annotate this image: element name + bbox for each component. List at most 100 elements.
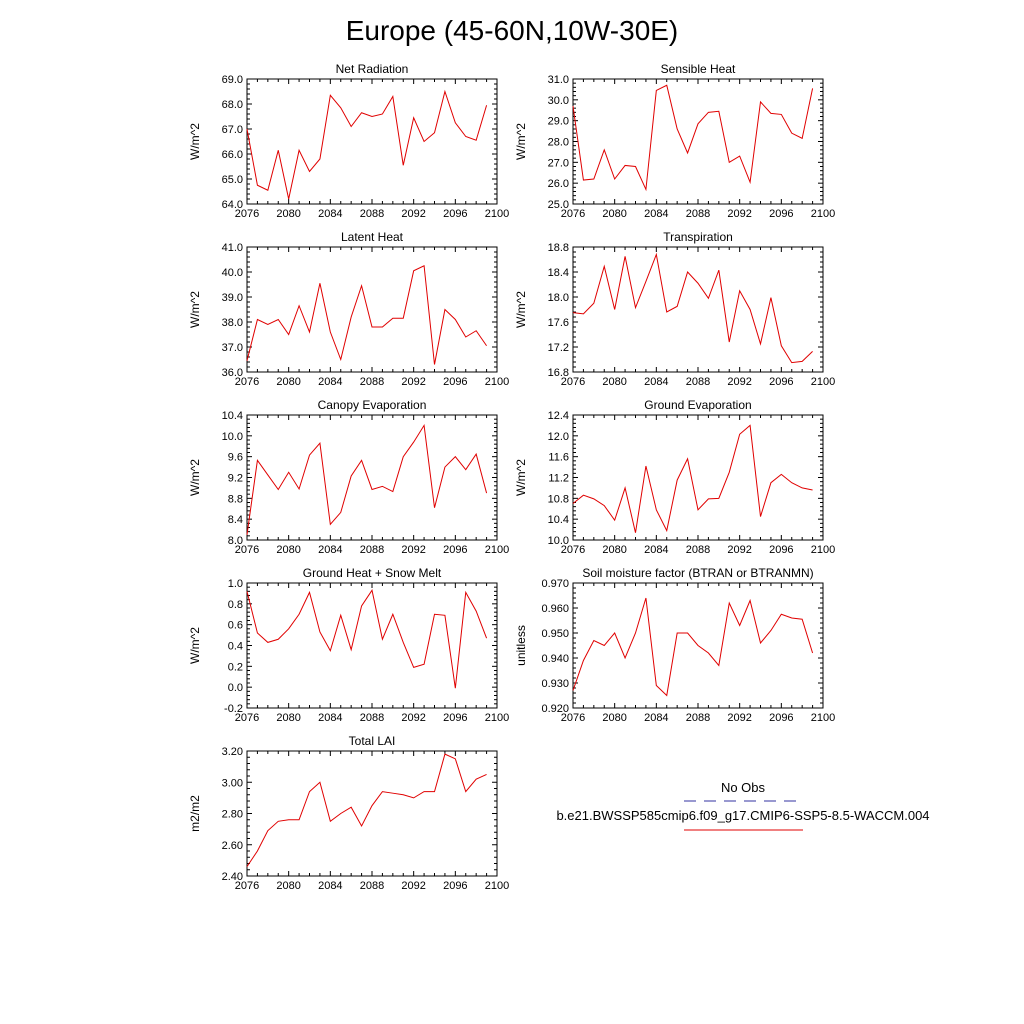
- y-tick-label: 17.6: [548, 317, 569, 329]
- x-tick-label: 2096: [443, 376, 467, 388]
- legend-model-label: b.e21.BWSSP585cmip6.f09_g17.CMIP6-SSP5-8…: [556, 808, 929, 823]
- panel-3: Transpiration W/m^2 2076 2080 2084 2088 2092 20…: [514, 230, 835, 388]
- x-tick-label: 2096: [443, 208, 467, 220]
- x-tick-label: 2096: [769, 712, 793, 724]
- y-tick-label: 3.00: [222, 777, 243, 789]
- y-axis-label: W/m^2: [188, 627, 202, 664]
- y-axis-label: unitless: [514, 625, 528, 666]
- x-tick-label: 2076: [235, 376, 259, 388]
- y-tick-label: 0.0: [228, 682, 243, 694]
- plot-frame: [246, 750, 498, 877]
- y-tick-label: 12.0: [548, 431, 569, 443]
- x-tick-label: 2100: [811, 712, 835, 724]
- y-tick-label: 28.0: [548, 137, 569, 149]
- plot-frame: [572, 78, 824, 205]
- plot-frame: [246, 246, 498, 373]
- x-tick-label: 2088: [686, 208, 710, 220]
- x-tick-label: 2096: [769, 208, 793, 220]
- x-tick-label: 2096: [769, 544, 793, 556]
- x-tick-label: 2088: [686, 712, 710, 724]
- y-tick-label: 26.0: [548, 178, 569, 190]
- x-tick-label: 2080: [276, 376, 300, 388]
- y-tick-label: 1.0: [228, 578, 243, 590]
- series-line: [246, 753, 487, 867]
- x-tick-label: 2084: [644, 376, 668, 388]
- y-tick-label: 64.0: [222, 199, 243, 211]
- y-tick-label: 0.4: [228, 641, 243, 653]
- x-tick-label: 2096: [769, 376, 793, 388]
- x-tick-label: 2076: [561, 544, 585, 556]
- series-line: [246, 423, 488, 535]
- x-tick-label: 2100: [811, 208, 835, 220]
- panels-group: Net Radiation W/m^2 2076 2080 2084 2088 2092 20…: [188, 62, 835, 892]
- y-tick-label: 68.0: [222, 99, 243, 111]
- series-line: [246, 589, 488, 689]
- y-tick-label: 2.60: [222, 840, 243, 852]
- x-tick-label: 2092: [401, 376, 425, 388]
- x-tick-label: 2080: [602, 712, 626, 724]
- panel-2: Latent Heat W/m^2 2076 2080 2084 2088 2092 2096…: [188, 230, 509, 388]
- y-tick-label: 8.4: [228, 514, 243, 526]
- y-tick-label: 10.4: [222, 410, 243, 422]
- y-tick-label: 40.0: [222, 267, 243, 279]
- y-tick-label: 66.0: [222, 149, 243, 161]
- x-tick-label: 2096: [443, 712, 467, 724]
- x-tick-label: 2076: [235, 880, 259, 892]
- y-tick-label: 11.2: [548, 473, 569, 485]
- panel-title: Transpiration: [663, 230, 733, 244]
- figure-title: Europe (45-60N,10W-30E): [346, 15, 679, 46]
- x-tick-label: 2080: [276, 712, 300, 724]
- x-tick-label: 2092: [727, 208, 751, 220]
- x-tick-label: 2088: [360, 544, 384, 556]
- panel-8: Total LAI m2/m2 2076 2080 2084 2088 2092 2096 21…: [188, 734, 509, 892]
- y-tick-label: 8.8: [228, 493, 243, 505]
- y-tick-label: 10.0: [548, 535, 569, 547]
- series-line: [246, 89, 488, 200]
- panel-5: Ground Evaporation W/m^2 2076 2080 2084 2088 2…: [514, 398, 835, 556]
- y-tick-label: 2.40: [222, 871, 243, 883]
- legend-obs-label: No Obs: [721, 780, 766, 795]
- y-tick-label: 0.970: [541, 578, 569, 590]
- y-tick-label: 9.2: [228, 473, 243, 485]
- x-tick-label: 2084: [318, 376, 342, 388]
- y-tick-label: 17.2: [548, 342, 569, 354]
- y-tick-label: 0.8: [228, 599, 243, 611]
- y-tick-label: 8.0: [228, 535, 243, 547]
- y-tick-label: 9.6: [228, 452, 243, 464]
- x-tick-label: 2092: [727, 376, 751, 388]
- panel-4: Canopy Evaporation W/m^2 2076 2080 2084 2088 2…: [188, 398, 509, 556]
- panel-0: Net Radiation W/m^2 2076 2080 2084 2088 2092 20…: [188, 62, 509, 220]
- x-tick-label: 2100: [485, 544, 509, 556]
- y-tick-label: 2.80: [222, 809, 243, 821]
- y-tick-label: 3.20: [222, 746, 243, 758]
- plot-frame: [246, 414, 498, 541]
- x-tick-label: 2100: [485, 376, 509, 388]
- x-tick-label: 2100: [485, 712, 509, 724]
- x-tick-label: 2092: [401, 208, 425, 220]
- y-tick-label: 10.0: [222, 431, 243, 443]
- panel-title: Ground Heat + Snow Melt: [303, 566, 442, 580]
- x-tick-label: 2092: [401, 544, 425, 556]
- y-tick-label: 0.6: [228, 620, 243, 632]
- panel-title: Latent Heat: [341, 230, 404, 244]
- y-tick-label: 38.0: [222, 317, 243, 329]
- x-tick-label: 2100: [811, 544, 835, 556]
- x-tick-label: 2084: [318, 712, 342, 724]
- y-axis-label: W/m^2: [188, 123, 202, 160]
- x-tick-label: 2092: [727, 544, 751, 556]
- y-tick-label: 36.0: [222, 367, 243, 379]
- panel-1: Sensible Heat W/m^2 2076 2080 2084 2088 2092 20…: [514, 62, 835, 220]
- y-tick-label: 18.4: [548, 267, 569, 279]
- x-tick-label: 2088: [686, 376, 710, 388]
- legend: No Obs b.e21.BWSSP585cmip6.f09_g17.CMIP6…: [556, 780, 930, 831]
- y-tick-label: 16.8: [548, 367, 569, 379]
- panel-title: Canopy Evaporation: [318, 398, 427, 412]
- x-tick-label: 2088: [360, 376, 384, 388]
- x-tick-label: 2092: [727, 712, 751, 724]
- y-tick-label: 0.940: [541, 653, 569, 665]
- y-tick-label: 18.0: [548, 292, 569, 304]
- x-tick-label: 2080: [276, 208, 300, 220]
- x-tick-label: 2088: [686, 544, 710, 556]
- y-axis-label: m2/m2: [188, 795, 202, 832]
